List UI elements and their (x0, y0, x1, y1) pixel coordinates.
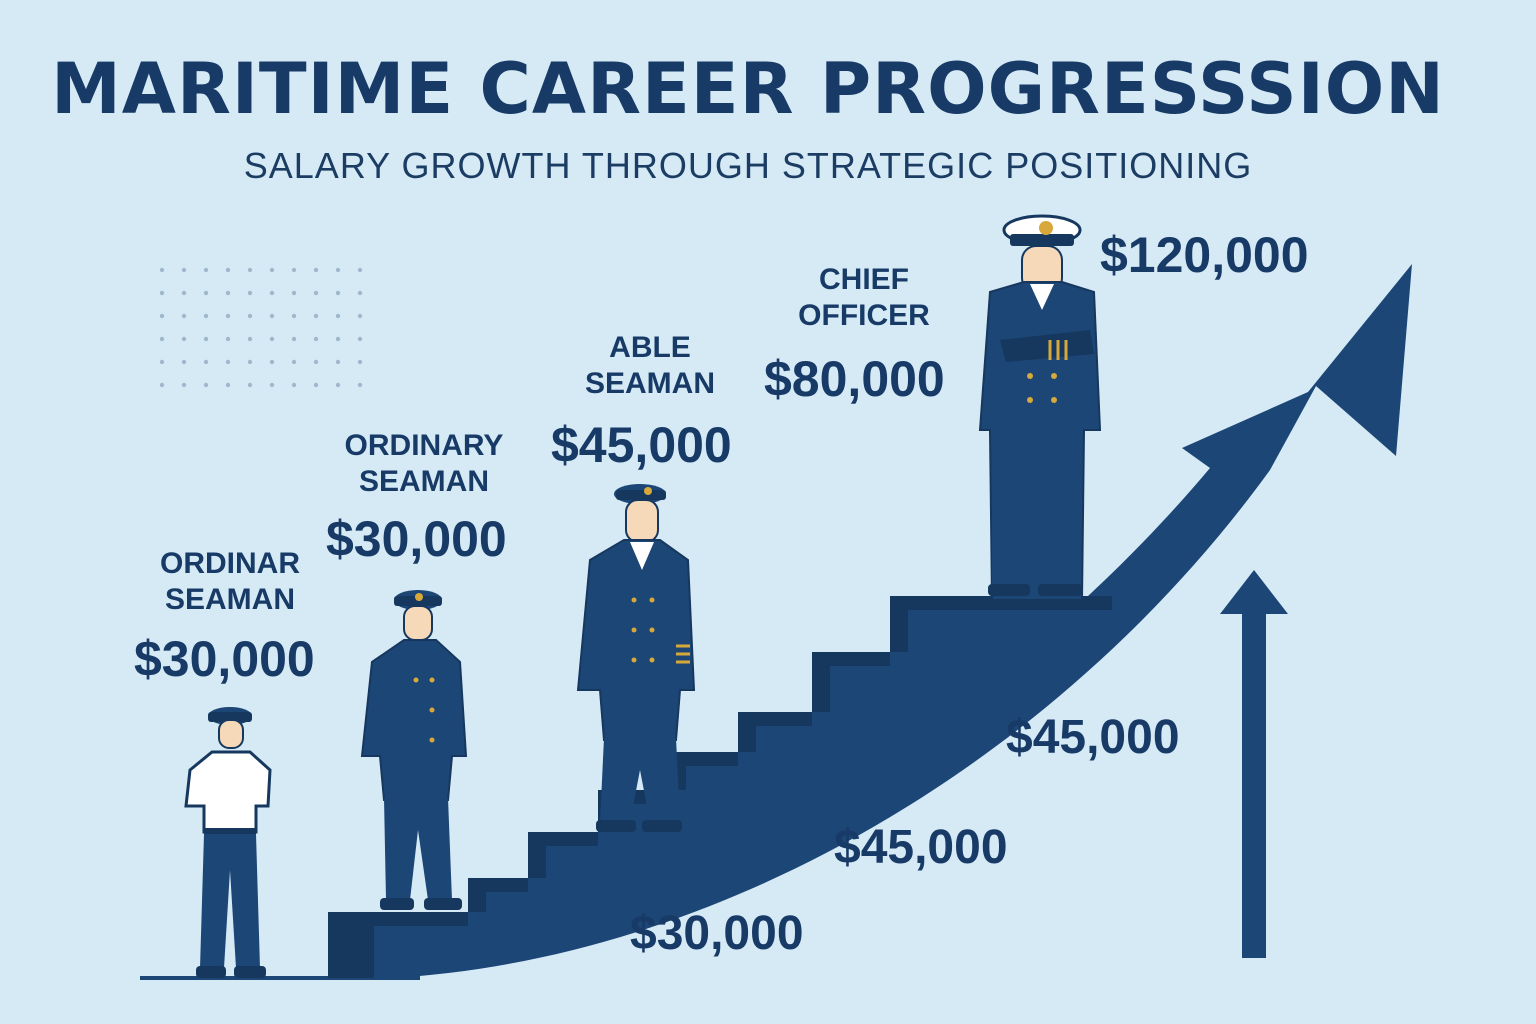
role-line: ORDINAR (160, 547, 300, 580)
grid-dot (335, 336, 341, 342)
grid-dot (159, 382, 165, 388)
grid-dot (335, 359, 341, 365)
grid-dot (225, 290, 231, 296)
grid-dot (313, 290, 319, 296)
grid-dot (203, 267, 209, 273)
stage-salary: $120,000 (1100, 227, 1309, 283)
grid-dot (225, 336, 231, 342)
grid-dot (269, 313, 275, 319)
grid-dot (335, 313, 341, 319)
grid-dot (181, 382, 187, 388)
grid-dot (357, 313, 363, 319)
stage-role-label: ORDINAR SEAMAN (130, 546, 330, 618)
grid-dot (313, 313, 319, 319)
grid-dot (291, 267, 297, 273)
role-line: ORDINARY (344, 429, 504, 462)
grid-dot (247, 290, 253, 296)
role-line: SEAMAN (358, 465, 489, 498)
grid-dot (269, 359, 275, 365)
grid-dot (291, 382, 297, 388)
sailor-figure-icon (184, 707, 272, 978)
sailor-figure-icon (360, 590, 468, 910)
grid-dot (357, 267, 363, 273)
grid-dot (291, 290, 297, 296)
stage-role-label: ORDINARY SEAMAN (324, 428, 524, 500)
grid-dot (159, 313, 165, 319)
grid-dot (159, 267, 165, 273)
grid-dot (313, 382, 319, 388)
grid-dot (159, 359, 165, 365)
grid-dot (269, 382, 275, 388)
grid-dot (203, 336, 209, 342)
grid-dot (269, 267, 275, 273)
grid-dot (181, 336, 187, 342)
stage-role-label: CHIEF OFFICER (764, 262, 964, 334)
grid-dot (203, 382, 209, 388)
page-subtitle: SALARY GROWTH THROUGH STRATEGIC POSITION… (243, 145, 1253, 186)
role-line: CHIEF (819, 263, 909, 296)
grid-dot (313, 336, 319, 342)
stage-role-label: ABLE SEAMAN (550, 330, 750, 402)
grid-dot (335, 290, 341, 296)
grid-dot (181, 313, 187, 319)
grid-dot (291, 313, 297, 319)
stage-salary: $30,000 (326, 511, 507, 567)
sailor-figure-icon (978, 214, 1102, 601)
grid-dot (247, 382, 253, 388)
role-line: SEAMAN (584, 367, 715, 400)
stage-salary: $80,000 (764, 351, 945, 407)
grid-dot (159, 336, 165, 342)
grid-dot (357, 359, 363, 365)
grid-dot (225, 267, 231, 273)
grid-dot (335, 382, 341, 388)
up-arrow-icon (1220, 570, 1288, 958)
bottom-salary: $45,000 (834, 821, 1008, 874)
role-line: ABLE (609, 331, 691, 364)
grid-dot (335, 267, 341, 273)
grid-dot (247, 313, 253, 319)
grid-dot (313, 359, 319, 365)
grid-dot (357, 290, 363, 296)
stage-salary: $45,000 (551, 417, 732, 473)
page-title: MARITIME CAREER PROGRESSSION (51, 48, 1445, 130)
grid-dot (357, 336, 363, 342)
grid-dot (225, 359, 231, 365)
role-line: OFFICER (798, 299, 930, 332)
grid-dot (269, 336, 275, 342)
grid-dot (269, 290, 275, 296)
dot-grid-icon (159, 267, 363, 388)
bottom-salary: $45,000 (1006, 711, 1180, 764)
grid-dot (203, 290, 209, 296)
grid-dot (291, 359, 297, 365)
grid-dot (357, 382, 363, 388)
grid-dot (247, 267, 253, 273)
role-line: SEAMAN (164, 583, 295, 616)
grid-dot (247, 359, 253, 365)
grid-dot (225, 313, 231, 319)
grid-dot (225, 382, 231, 388)
grid-dot (181, 290, 187, 296)
grid-dot (181, 359, 187, 365)
sailor-figure-icon (576, 484, 696, 832)
grid-dot (181, 267, 187, 273)
grid-dot (203, 313, 209, 319)
grid-dot (247, 336, 253, 342)
grid-dot (313, 267, 319, 273)
bottom-salary: $30,000 (630, 907, 804, 960)
stage-salary: $30,000 (134, 631, 315, 687)
grid-dot (203, 359, 209, 365)
grid-dot (291, 336, 297, 342)
grid-dot (159, 290, 165, 296)
